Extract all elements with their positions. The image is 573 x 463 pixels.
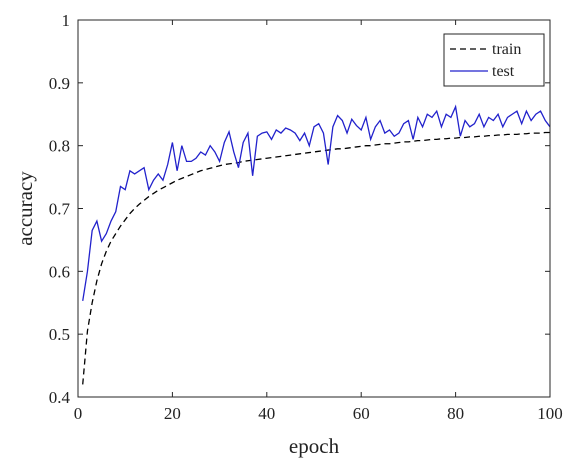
- y-tick-label: 0.5: [49, 325, 70, 344]
- legend-box: [443, 33, 545, 87]
- series-line-test: [82, 104, 551, 301]
- y-tick-label: 1: [62, 11, 71, 30]
- x-axis-label: epoch: [289, 434, 340, 458]
- x-tick-label: 60: [353, 404, 370, 423]
- x-tick-label: 80: [447, 404, 464, 423]
- legend-label-train: train: [492, 41, 521, 58]
- x-tick-label: 20: [164, 404, 181, 423]
- series-layer: [82, 104, 551, 385]
- x-tick-label: 0: [74, 404, 83, 423]
- y-axis-label: accuracy: [13, 171, 37, 246]
- y-tick-label: 0.4: [49, 388, 71, 407]
- y-tick-label: 0.7: [49, 200, 71, 219]
- legend: train test: [443, 33, 545, 87]
- x-tick-label: 40: [258, 404, 275, 423]
- x-tick-label: 100: [537, 404, 563, 423]
- y-tick-label: 0.6: [49, 262, 70, 281]
- ticks-layer: 0 20 40 60 80 100 0.4 0.5 0.6 0.7 0.8 0.9 1: [49, 11, 563, 423]
- series-line-train: [82, 131, 550, 385]
- y-tick-label: 0.9: [49, 74, 70, 93]
- legend-label-test: test: [492, 63, 515, 80]
- y-tick-label: 0.8: [49, 137, 70, 156]
